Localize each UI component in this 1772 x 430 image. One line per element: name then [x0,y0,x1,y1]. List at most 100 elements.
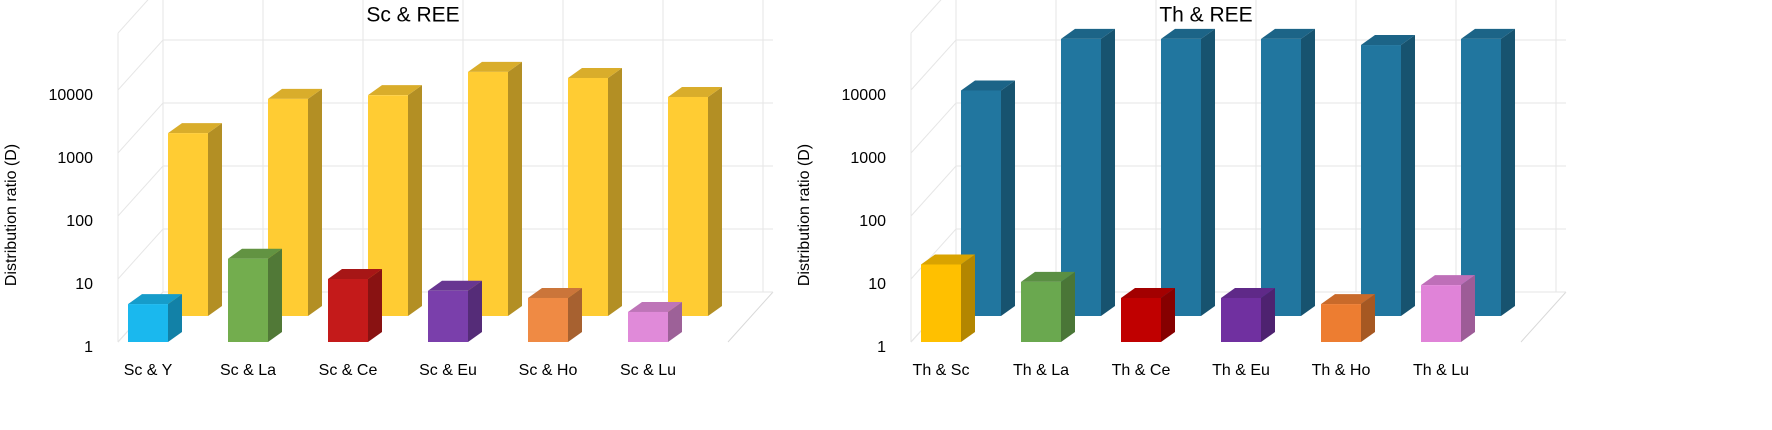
bar [1261,38,1301,316]
x-tick-label: Th & Ho [1312,362,1371,379]
x-tick-label: Th & La [1013,362,1069,379]
bar-side [1161,287,1175,342]
bar-side [1401,35,1415,317]
bar [428,290,468,342]
floor-edge [727,291,774,343]
wall-edge [910,0,942,34]
x-tick-label: Sc & Ce [319,362,378,379]
bar [468,71,508,316]
x-tick-label: Th & Eu [1212,362,1270,379]
bar-side [508,61,522,316]
bar-side [308,88,322,316]
bar-side [568,287,582,342]
bar [1221,297,1261,342]
bar-top [428,280,482,291]
grid-line [117,39,773,91]
x-tick-label: Sc & Y [124,362,173,379]
y-tick-label: 100 [859,213,886,230]
bar-side [608,67,622,316]
x-tick-label: Sc & Ho [519,362,578,379]
bar [1161,38,1201,316]
bar-side [1361,294,1375,342]
bar-side [1201,28,1215,316]
bar [668,96,708,316]
bar [1321,304,1361,342]
y-tick-label: 10000 [49,87,94,104]
bar-top [228,248,282,259]
bar-top [1261,28,1315,39]
bar-side [1461,275,1475,342]
bar-side [1001,80,1015,316]
bar-top [1021,271,1075,282]
y-tick-label: 1000 [850,150,886,167]
bar [1121,297,1161,342]
chart-title: Sc & REE [366,4,459,27]
bar [328,279,368,342]
y-tick-label: 100 [66,213,93,230]
grid-line [910,39,1566,91]
bar-side [1301,28,1315,316]
y-tick-label: 1000 [57,150,93,167]
bar-side [1061,271,1075,342]
x-tick-label: Th & Sc [913,362,970,379]
bar [528,297,568,342]
bar-side [1261,287,1275,342]
bar [1361,45,1401,317]
y-tick-label: 1 [84,339,93,356]
bar-side [708,86,722,316]
bar-top [468,61,522,72]
y-tick-label: 10000 [842,87,887,104]
bar-top [168,123,222,134]
bar [1021,281,1061,342]
bar-top [1461,28,1515,39]
bar-top [528,287,582,298]
bar-side [208,123,222,316]
bar-top [268,88,322,99]
bar-side [368,269,382,342]
bar-side [1101,28,1115,316]
bar-side [168,294,182,342]
y-tick-label: 10 [868,276,886,293]
bar [128,304,168,342]
bar-top [368,85,422,96]
y-tick-label: 1 [877,339,886,356]
floor-edge [1520,291,1567,343]
bar-top [568,67,622,78]
chart-title: Th & REE [1159,4,1252,27]
bar-top [128,294,182,305]
bar-side [668,301,682,342]
bar [1421,285,1461,342]
x-tick-label: Sc & La [220,362,276,379]
bar-top [1221,287,1275,298]
y-axis-label: Distribution ratio (D) [796,144,813,286]
bar [921,264,961,342]
bar [568,77,608,316]
bar-top [1121,287,1175,298]
wall-edge [117,0,149,34]
x-tick-label: Sc & Lu [620,362,676,379]
bar [168,133,208,316]
bar-top [1321,294,1375,305]
bar-side [408,85,422,316]
bar-top [1361,35,1415,46]
bar [228,258,268,342]
bar-top [921,254,975,265]
bar-side [1501,28,1515,316]
bar-top [1421,275,1475,286]
bar-side [468,280,482,342]
x-tick-label: Th & Lu [1413,362,1469,379]
bar [628,311,668,342]
x-tick-label: Sc & Eu [419,362,477,379]
bar-top [328,269,382,279]
bar-top [961,80,1015,91]
y-tick-label: 10 [75,276,93,293]
bar-top [668,86,722,97]
y-axis-label: Distribution ratio (D) [3,144,20,286]
bar [1461,38,1501,316]
x-tick-label: Th & Ce [1112,362,1171,379]
bar-side [268,248,282,342]
bar-side [961,254,975,342]
bar-top [1161,28,1215,39]
bar-top [1061,28,1115,39]
